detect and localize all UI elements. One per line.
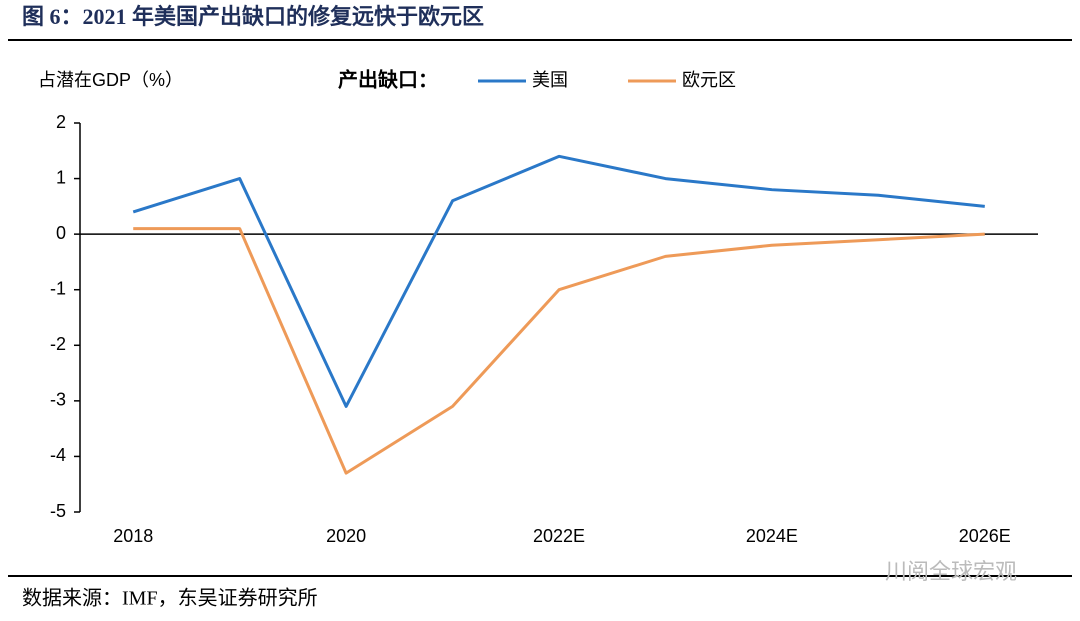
series-line [133, 227, 985, 475]
y-tick-label: -2 [50, 334, 66, 354]
y-tick-label: 2 [56, 112, 66, 132]
y-tick-label: 0 [56, 223, 66, 243]
y-tick-label: -4 [50, 445, 66, 465]
y-tick-label: -5 [50, 501, 66, 521]
watermark: 川阅全球宏观 [885, 559, 1017, 584]
chart-title: 图 6：2021 年美国产出缺口的修复远快于欧元区 [22, 4, 484, 29]
y-tick-label: 1 [56, 167, 66, 187]
x-tick-label: 2022E [533, 526, 585, 546]
legend-label: 欧元区 [682, 70, 736, 90]
legend-label: 美国 [532, 70, 568, 90]
x-tick-label: 2020 [326, 526, 366, 546]
x-tick-label: 2026E [959, 526, 1011, 546]
y-tick-label: -3 [50, 390, 66, 410]
x-tick-label: 2024E [746, 526, 798, 546]
y-tick-label: -1 [50, 278, 66, 298]
legend-title: 产出缺口： [338, 67, 438, 91]
series-line [132, 154, 985, 408]
x-tick-label: 2018 [113, 526, 153, 546]
y-axis-label: 占潜在GDP（%） [38, 70, 183, 90]
source: 数据来源：IMF，东吴证券研究所 [22, 587, 318, 610]
